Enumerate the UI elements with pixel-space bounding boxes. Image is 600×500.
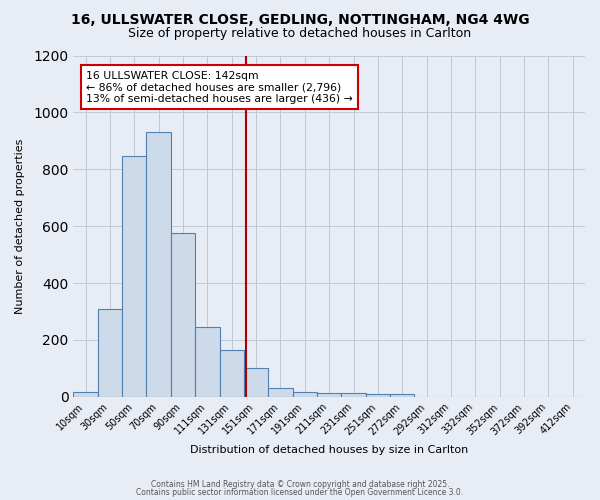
Text: 16, ULLSWATER CLOSE, GEDLING, NOTTINGHAM, NG4 4WG: 16, ULLSWATER CLOSE, GEDLING, NOTTINGHAM… (71, 12, 529, 26)
Bar (98, 308, 122, 397)
Bar (293, 392, 317, 397)
Text: Contains public sector information licensed under the Open Government Licence 3.: Contains public sector information licen… (136, 488, 464, 497)
Bar (73, 392, 98, 397)
Bar (366, 394, 390, 397)
Bar (122, 156, 146, 397)
Bar (146, 132, 171, 397)
Text: Contains HM Land Registry data © Crown copyright and database right 2025.: Contains HM Land Registry data © Crown c… (151, 480, 449, 489)
Text: 16 ULLSWATER CLOSE: 142sqm
← 86% of detached houses are smaller (2,796)
13% of s: 16 ULLSWATER CLOSE: 142sqm ← 86% of deta… (86, 71, 353, 104)
Y-axis label: Number of detached properties: Number of detached properties (15, 138, 25, 314)
Bar (268, 388, 293, 397)
Text: Size of property relative to detached houses in Carlton: Size of property relative to detached ho… (128, 28, 472, 40)
X-axis label: Distribution of detached houses by size in Carlton: Distribution of detached houses by size … (190, 445, 468, 455)
Bar (317, 392, 341, 397)
Bar (220, 350, 244, 397)
Bar (244, 368, 268, 397)
Bar (341, 393, 366, 397)
Bar (171, 234, 195, 397)
Bar (390, 394, 415, 397)
Bar (195, 327, 220, 397)
